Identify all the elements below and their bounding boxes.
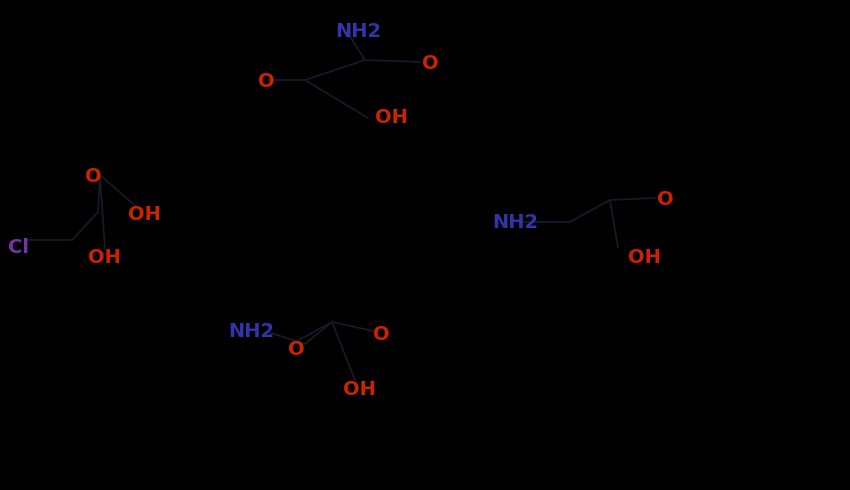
Text: NH2: NH2 xyxy=(492,213,538,232)
Text: OH: OH xyxy=(88,248,121,267)
Text: O: O xyxy=(373,325,389,344)
Text: OH: OH xyxy=(128,205,161,224)
Text: O: O xyxy=(288,340,304,359)
Text: O: O xyxy=(258,72,275,91)
Text: NH2: NH2 xyxy=(335,22,381,41)
Text: O: O xyxy=(422,54,439,73)
Text: O: O xyxy=(85,167,102,186)
Text: O: O xyxy=(657,190,673,209)
Text: OH: OH xyxy=(375,108,408,127)
Text: OH: OH xyxy=(343,380,376,399)
Text: NH2: NH2 xyxy=(228,322,274,341)
Text: OH: OH xyxy=(628,248,660,267)
Text: Cl: Cl xyxy=(8,238,29,257)
